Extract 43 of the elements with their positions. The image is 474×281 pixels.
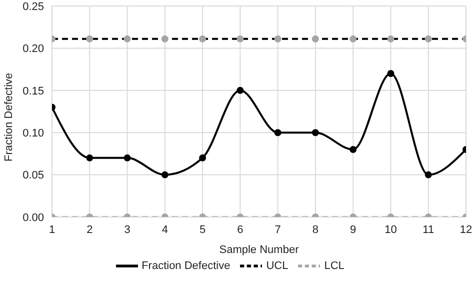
point — [387, 35, 394, 42]
x-tick-label: 3 — [124, 224, 130, 236]
point — [350, 35, 357, 42]
x-tick-label: 1 — [48, 224, 56, 236]
y-tick-label: 0.15 — [22, 85, 44, 98]
x-tick-label: 4 — [162, 224, 168, 236]
point — [236, 86, 244, 94]
x-tick-label: 2 — [86, 224, 93, 236]
point — [312, 129, 319, 136]
x-tick-label: 10 — [384, 224, 397, 236]
x-tick-label: 7 — [274, 224, 281, 236]
point — [424, 171, 432, 178]
y-tick-label: 0.20 — [22, 43, 44, 56]
y-axis-title: Fraction Defective — [2, 72, 15, 162]
point — [86, 154, 94, 162]
point — [312, 35, 319, 42]
legend-label: UCL — [266, 260, 288, 272]
x-tick-label: 6 — [237, 224, 244, 236]
point — [86, 35, 94, 42]
x-tick-label: 8 — [312, 224, 319, 236]
point — [387, 70, 394, 78]
x-tick-label: 5 — [199, 224, 206, 236]
point — [424, 35, 432, 42]
point — [161, 171, 168, 178]
point — [199, 154, 206, 162]
x-tick-label: 11 — [422, 224, 434, 236]
y-tick-label: 0.10 — [22, 128, 44, 140]
point — [274, 129, 282, 136]
y-tick-label: 0.00 — [22, 212, 44, 224]
legend-label: LCL — [324, 260, 344, 272]
y-tick-label: 0.05 — [22, 170, 44, 182]
x-tick-label: 9 — [350, 224, 356, 236]
x-tick-label: 12 — [460, 224, 472, 236]
point — [124, 154, 131, 162]
point — [274, 35, 282, 42]
legend-label: Fraction Defective — [142, 260, 230, 272]
point — [199, 35, 206, 42]
point — [236, 35, 244, 42]
point — [350, 146, 357, 153]
point — [124, 35, 131, 42]
point — [161, 35, 168, 42]
x-axis-title: Sample Number — [219, 244, 300, 256]
y-tick-label: 0.25 — [22, 0, 44, 13]
